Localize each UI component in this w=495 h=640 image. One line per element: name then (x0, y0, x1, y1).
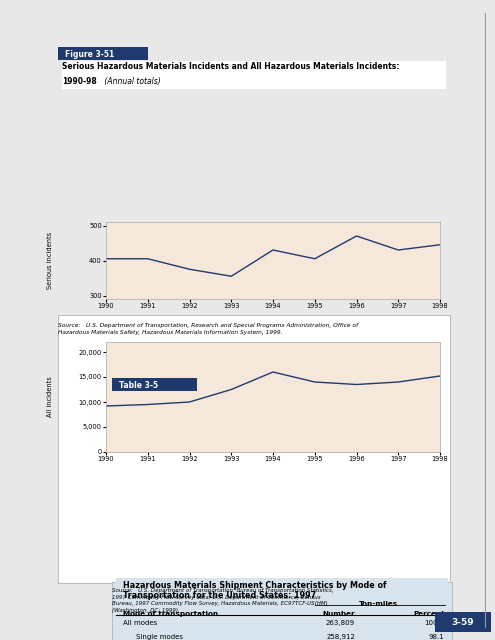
Text: Ton-miles: Ton-miles (359, 601, 398, 607)
Text: Mode of transportation: Mode of transportation (123, 611, 218, 616)
Text: All modes: All modes (123, 620, 157, 626)
Text: Table 3-5: Table 3-5 (119, 381, 158, 390)
Text: (Annual totals): (Annual totals) (102, 77, 161, 86)
Text: Figure 3-51: Figure 3-51 (65, 50, 114, 59)
Y-axis label: All incidents: All incidents (47, 376, 52, 417)
Text: Serious Hazardous Materials Incidents and All Hazardous Materials Incidents:: Serious Hazardous Materials Incidents an… (62, 62, 399, 72)
Text: Hazardous Materials Shipment Characteristics by Mode of: Hazardous Materials Shipment Characteris… (123, 580, 386, 590)
Text: Percent: Percent (413, 611, 445, 616)
Text: 3-59: 3-59 (451, 618, 474, 627)
Text: Source:   U.S. Department of Transportation, Bureau of Transportation Statistics: Source: U.S. Department of Transportatio… (112, 588, 334, 613)
Text: 258,912: 258,912 (326, 634, 355, 639)
Text: 98.1: 98.1 (429, 634, 445, 639)
Text: Single modes: Single modes (136, 634, 183, 639)
Text: 100.0: 100.0 (424, 620, 445, 626)
Text: 263,809: 263,809 (326, 620, 355, 626)
Text: Source:   U.S. Department of Transportation, Research and Special Programs Admin: Source: U.S. Department of Transportatio… (58, 323, 358, 335)
Text: Number: Number (322, 611, 355, 616)
Text: Transportation for the United States: 1997: Transportation for the United States: 19… (123, 591, 316, 600)
Text: 1990-98: 1990-98 (62, 77, 97, 86)
Ellipse shape (435, 612, 491, 632)
Y-axis label: Serious incidents: Serious incidents (47, 232, 52, 289)
